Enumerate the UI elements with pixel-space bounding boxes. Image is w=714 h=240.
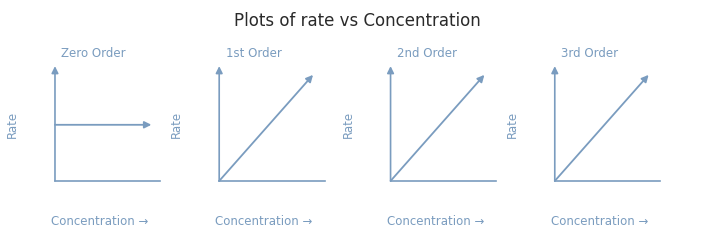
Text: Rate: Rate: [506, 111, 519, 138]
Text: 1st Order: 1st Order: [226, 47, 281, 60]
Text: 3rd Order: 3rd Order: [561, 47, 618, 60]
Text: Concentration →: Concentration →: [387, 215, 484, 228]
Text: Concentration →: Concentration →: [551, 215, 648, 228]
Text: Concentration →: Concentration →: [216, 215, 313, 228]
Text: 2nd Order: 2nd Order: [397, 47, 457, 60]
Text: Plots of rate vs Concentration: Plots of rate vs Concentration: [233, 12, 481, 30]
Text: Rate: Rate: [170, 111, 183, 138]
Text: Rate: Rate: [341, 111, 355, 138]
Text: Zero Order: Zero Order: [61, 47, 126, 60]
Text: Concentration →: Concentration →: [51, 215, 149, 228]
Text: Rate: Rate: [6, 111, 19, 138]
